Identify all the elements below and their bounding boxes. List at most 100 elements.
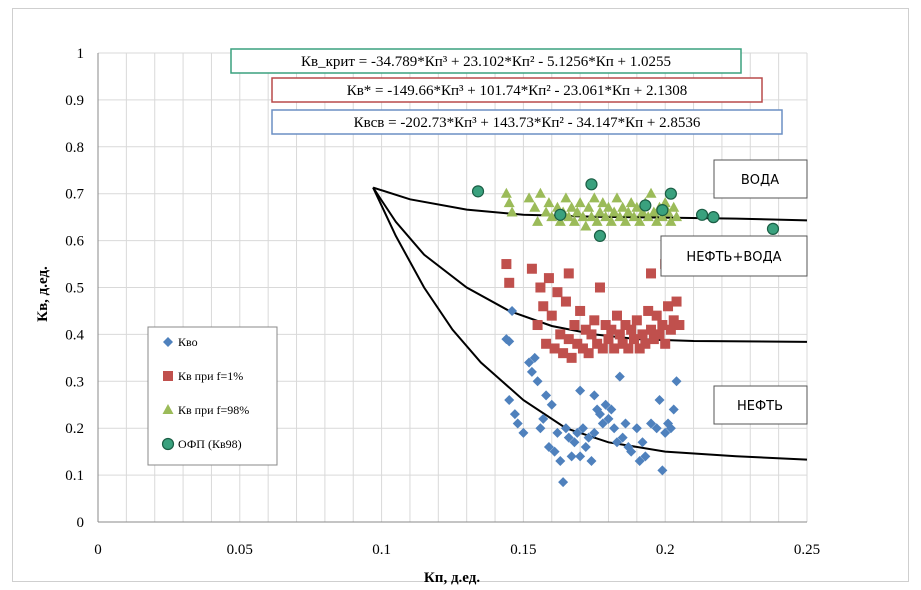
data-point [622, 206, 634, 217]
x-tick-label: 0.05 [227, 542, 253, 558]
zone-label-oil-water-text: НЕФТЬ+ВОДА [686, 250, 781, 265]
data-point [589, 427, 600, 438]
data-point [592, 338, 603, 349]
data-point [518, 427, 529, 438]
x-tick-label: 0.15 [510, 542, 536, 558]
data-point [560, 192, 572, 203]
data-point [543, 441, 554, 452]
data-point [594, 206, 606, 217]
data-point [577, 423, 588, 434]
data-point [611, 437, 622, 448]
legend-label-kv-f1: Кв при f=1% [178, 369, 243, 383]
data-point [540, 206, 552, 217]
data-point [507, 305, 518, 316]
data-point [620, 320, 631, 331]
data-point [597, 343, 608, 354]
data-point [577, 211, 589, 222]
data-point [500, 187, 512, 198]
data-point [639, 199, 652, 212]
data-point [558, 477, 569, 488]
data-point [656, 204, 669, 217]
series-1 [501, 305, 682, 488]
data-point [611, 310, 622, 321]
data-point [664, 187, 677, 200]
data-point [651, 423, 662, 434]
data-point [555, 329, 566, 340]
data-point [569, 320, 580, 331]
data-point [568, 215, 580, 226]
data-point [532, 376, 543, 387]
y-tick-label: 0 [77, 515, 85, 531]
data-point [575, 451, 586, 462]
data-point [526, 366, 537, 377]
data-point [623, 343, 634, 354]
data-point [580, 441, 591, 452]
data-point [560, 423, 571, 434]
data-point [646, 324, 657, 335]
data-point [631, 201, 643, 212]
data-point [546, 310, 557, 321]
data-point [606, 404, 617, 415]
data-point [695, 208, 709, 221]
data-point [637, 206, 649, 217]
data-points [471, 178, 780, 488]
y-axis-title: Кв, д.ед. [35, 266, 51, 322]
data-point [631, 423, 642, 434]
data-point [549, 446, 560, 457]
data-point [585, 178, 598, 191]
legend-label-ofp: ОФП (Кв98) [178, 437, 242, 451]
data-point [648, 334, 659, 345]
data-point [526, 263, 537, 274]
data-point [600, 211, 612, 222]
data-point [504, 395, 515, 406]
data-point [589, 315, 600, 326]
data-point [585, 211, 597, 222]
legend-markers [161, 337, 175, 451]
data-point [707, 211, 720, 224]
data-point [594, 282, 605, 293]
data-point [657, 465, 668, 476]
data-point [665, 215, 677, 226]
data-point [651, 215, 663, 226]
data-point [577, 343, 588, 354]
data-point [600, 399, 611, 410]
data-point [645, 187, 657, 198]
data-point [541, 390, 552, 401]
data-point [668, 404, 679, 415]
equation-2: Кв* = -149.66*Кп³ + 101.74*Кп² - 23.061*… [271, 77, 763, 103]
data-point [575, 385, 586, 396]
y-tick-label: 0.5 [65, 281, 84, 297]
data-point [549, 343, 560, 354]
legend-marker [163, 371, 173, 381]
data-point [643, 305, 654, 316]
data-point [648, 206, 660, 217]
legend-marker [161, 437, 175, 451]
data-point [572, 338, 583, 349]
data-point [501, 259, 512, 270]
y-tick-label: 0.8 [65, 140, 84, 156]
data-point [534, 187, 546, 198]
data-point [580, 220, 592, 231]
zone-label-water-text: ВОДА [741, 173, 779, 188]
zone-label-oil-water: НЕФТЬ+ВОДА [660, 235, 808, 277]
data-point [572, 427, 583, 438]
x-tick-label: 0.1 [372, 542, 391, 558]
data-point [625, 197, 637, 208]
data-point [535, 282, 546, 293]
data-point [597, 197, 609, 208]
y-tick-label: 0.1 [65, 468, 84, 484]
equation-1: Кв_крит = -34.789*Кп³ + 23.102*Кп² - 5.1… [230, 48, 742, 74]
data-point [766, 222, 780, 235]
data-point [634, 456, 645, 467]
data-point [586, 329, 597, 340]
data-point [665, 423, 676, 434]
legend-label-kvo: Кво [178, 335, 198, 349]
zone-label-oil-box [713, 385, 808, 425]
data-point [614, 329, 625, 340]
data-point [614, 371, 625, 382]
equation-1-text: Кв_крит = -34.789*Кп³ + 23.102*Кп² - 5.1… [301, 54, 671, 70]
x-tick-label: 0.25 [794, 542, 820, 558]
data-point [588, 192, 600, 203]
curve-3 [372, 187, 808, 461]
